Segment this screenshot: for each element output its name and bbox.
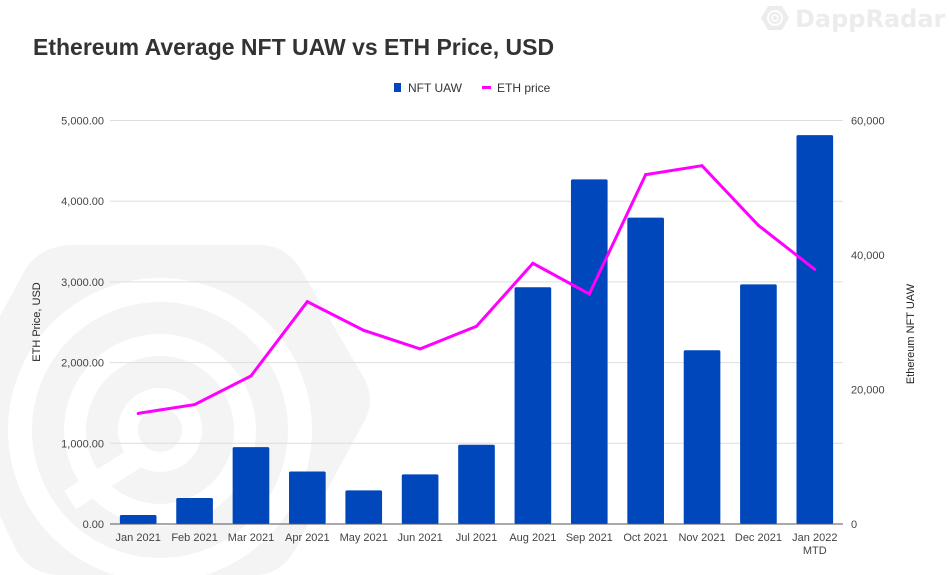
bar-nft-uaw[interactable] [570,179,608,524]
point-eth-price[interactable] [136,411,140,415]
left-axis-title: ETH Price, USD [31,282,43,362]
x-tick-label: Apr 2021 [285,532,330,544]
x-tick-label: MTD [803,545,827,557]
bar-nft-uaw[interactable] [627,217,664,524]
brand-name: DappRadar [795,5,946,33]
x-tick-label: Jan 2022 [792,532,837,544]
right-axis-title: Ethereum NFT UAW [905,283,917,384]
x-tick-label: Jul 2021 [456,532,498,544]
x-tick-label: Sep 2021 [566,532,613,544]
x-tick-label: Aug 2021 [509,532,556,544]
legend-item-nft-uaw[interactable]: NFT UAW [394,81,463,95]
bar-nft-uaw[interactable] [119,514,157,524]
chart-title: Ethereum Average NFT UAW vs ETH Price, U… [33,34,554,60]
legend-swatch-eth-price [482,86,491,89]
point-eth-price[interactable] [531,261,535,265]
x-tick-label: Nov 2021 [678,532,725,544]
legend: NFT UAW ETH price [394,81,551,95]
gridlines [110,120,843,444]
point-eth-price[interactable] [700,164,704,168]
legend-label-nft-uaw: NFT UAW [408,81,463,95]
watermark-logo-icon [0,245,370,575]
point-eth-price[interactable] [756,223,760,227]
bar-nft-uaw[interactable] [458,444,495,524]
x-tick-label: Oct 2021 [623,532,668,544]
x-tick-label: May 2021 [340,532,388,544]
x-tick-label: Feb 2021 [171,532,217,544]
point-eth-price[interactable] [193,403,197,407]
bar-nft-uaw[interactable] [176,498,213,524]
bar-nft-uaw[interactable] [345,490,383,524]
right-tick-label: 20,000 [851,385,885,397]
point-eth-price[interactable] [644,173,648,177]
right-axis-ticks: 0 20,000 40,000 60,000 [851,116,885,532]
bar-nft-uaw[interactable] [683,350,721,524]
legend-swatch-nft-uaw [394,83,401,92]
point-eth-price[interactable] [249,374,253,378]
bar-nft-uaw[interactable] [401,474,439,524]
legend-label-eth-price: ETH price [497,81,551,95]
bar-nft-uaw[interactable] [740,284,777,524]
dappradar-logo-icon [761,6,789,30]
left-tick-label: 2,000.00 [61,358,104,370]
left-tick-label: 0.00 [83,519,104,531]
left-tick-label: 3,000.00 [61,277,104,289]
bar-nft-uaw[interactable] [514,287,552,524]
bars-nft-uaw [119,135,834,524]
point-eth-price[interactable] [587,292,591,296]
legend-item-eth-price[interactable]: ETH price [482,81,551,95]
point-eth-price[interactable] [813,267,817,271]
point-eth-price[interactable] [418,347,422,351]
x-axis-ticks: Jan 2021 Feb 2021 Mar 2021 Apr 2021 May 2021… [116,532,838,557]
point-eth-price[interactable] [475,324,478,328]
bar-nft-uaw[interactable] [232,447,270,524]
right-tick-label: 0 [851,519,857,531]
bar-nft-uaw[interactable] [289,471,326,524]
brand-watermark: DappRadar [761,5,946,33]
point-eth-price[interactable] [305,300,309,304]
left-tick-label: 1,000.00 [61,438,104,450]
x-tick-label: Mar 2021 [228,532,274,544]
x-tick-label: Dec 2021 [735,532,782,544]
left-tick-label: 4,000.00 [61,196,104,208]
x-tick-label: Jan 2021 [116,532,161,544]
left-axis-ticks: 0.00 1,000.00 2,000.00 3,000.00 4,000.00 5,00… [61,116,104,532]
right-tick-label: 60,000 [851,116,885,128]
point-eth-price[interactable] [362,328,366,332]
bar-nft-uaw[interactable] [796,135,834,524]
right-tick-label: 40,000 [851,250,885,262]
line-eth-price [136,164,817,415]
x-tick-label: Jun 2021 [397,532,442,544]
left-tick-label: 5,000.00 [61,116,104,128]
